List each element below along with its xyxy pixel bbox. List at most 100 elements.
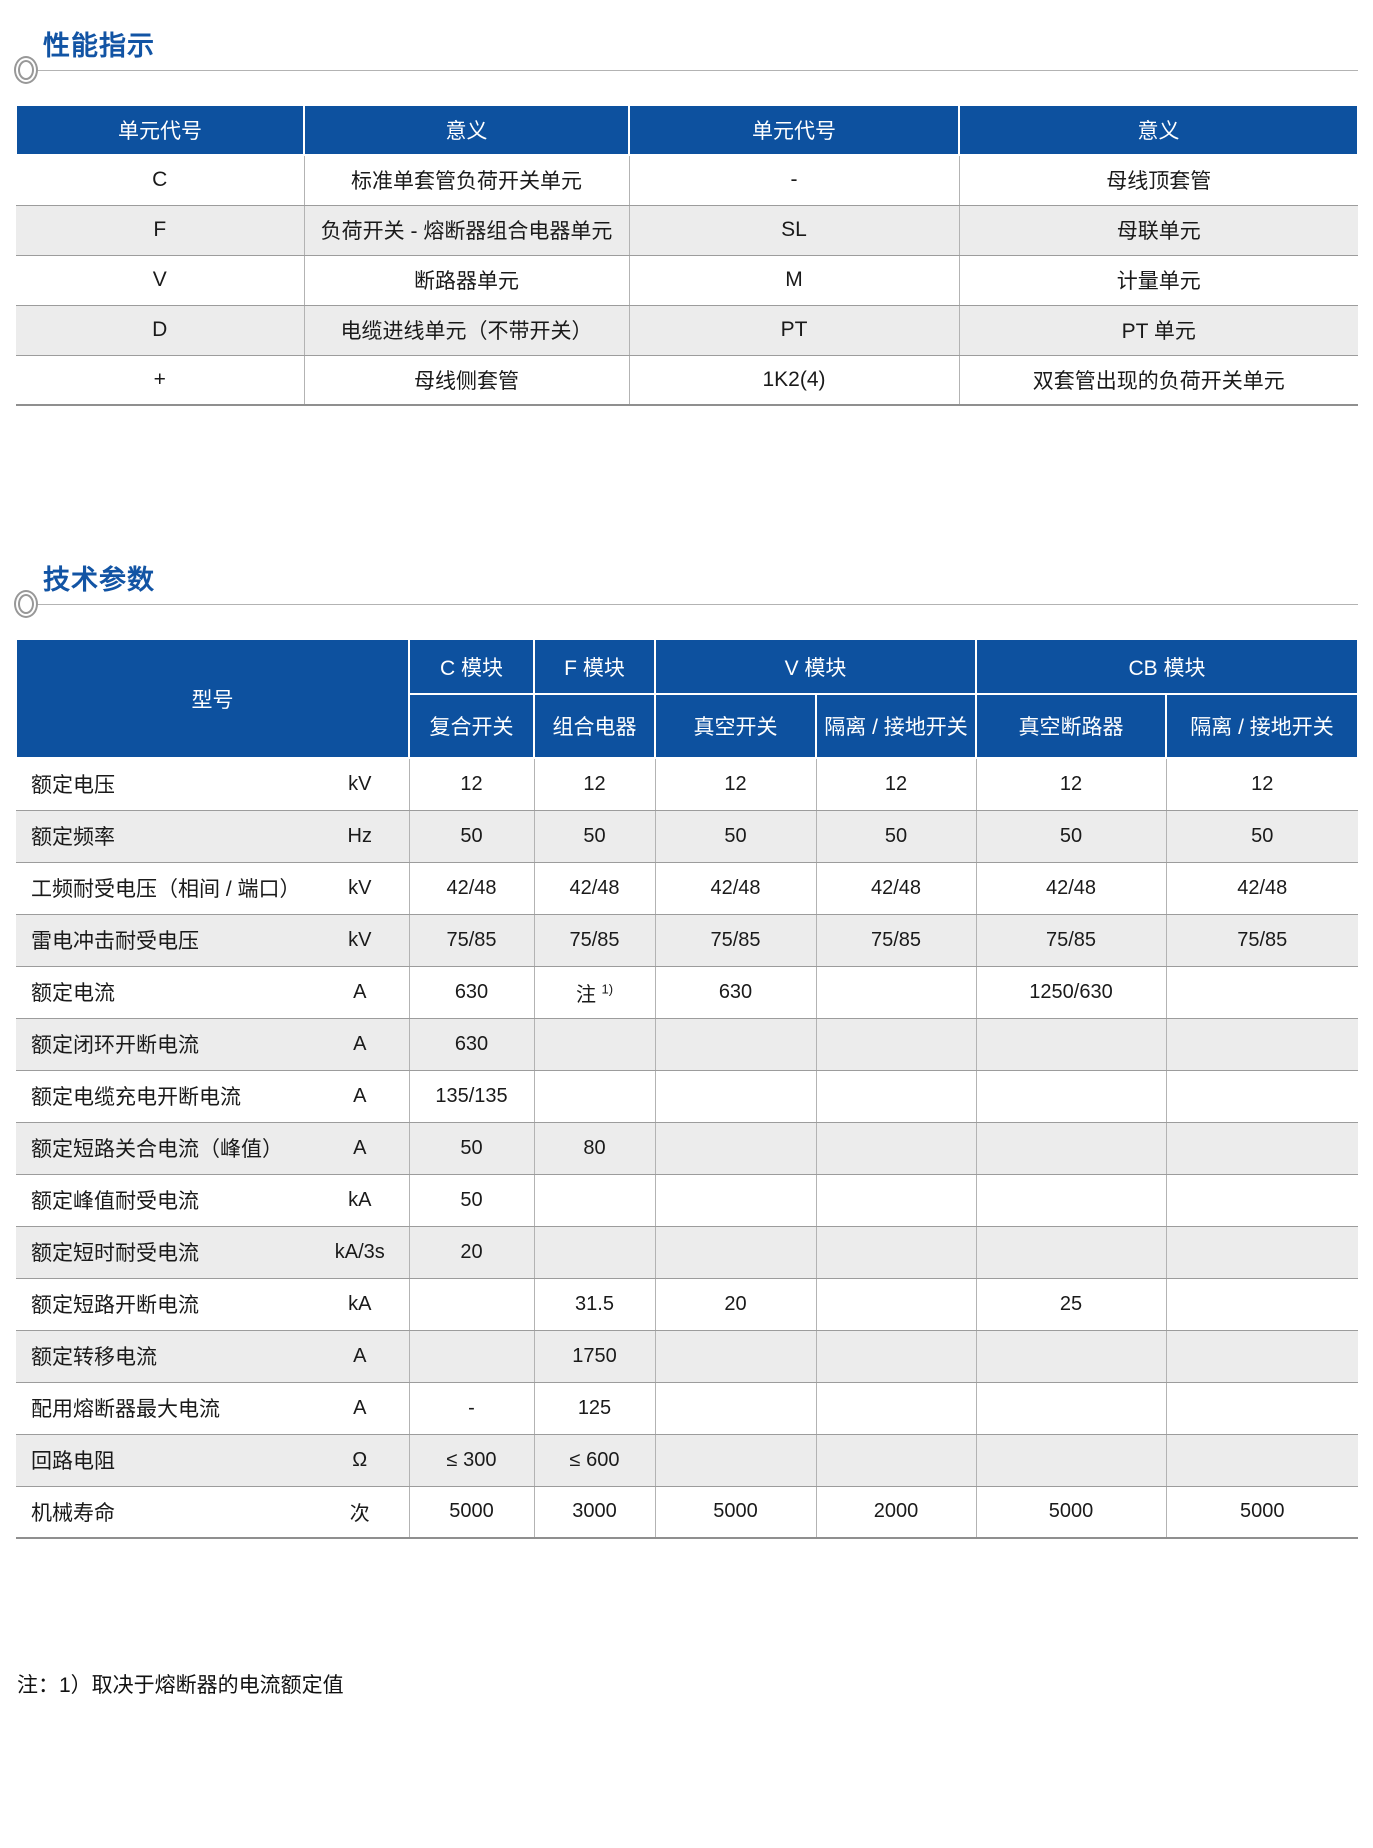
param-value-cell: 42/48	[1166, 862, 1359, 915]
param-value-cell	[655, 1382, 817, 1435]
param-unit-cell: kA/3s	[311, 1226, 410, 1279]
column-header-meaning-1: 意义	[303, 104, 630, 156]
section-performance: 性能指示 单元代号 意义 单元代号 意义 C 标准单套管负荷开关单元 - 母线顶套管 F…	[14, 30, 1359, 406]
table-row: 机械寿命次 5000 3000 5000 2000 5000 5000	[16, 1486, 1359, 1539]
column-header-composite-switch: 复合开关	[408, 693, 535, 759]
param-unit-cell: kA	[311, 1174, 410, 1227]
unit-code-cell: C	[16, 155, 305, 206]
param-value-cell	[655, 1174, 817, 1227]
param-value-cell	[1166, 1382, 1359, 1435]
param-value-cell: 12	[816, 758, 977, 811]
param-value-cell	[655, 1226, 817, 1279]
param-value-cell: 75/85	[816, 914, 977, 967]
meaning-cell: 母线侧套管	[304, 355, 630, 406]
param-value-cell: 3000	[534, 1486, 656, 1539]
table-row: 配用熔断器最大电流 A -125	[16, 1382, 1359, 1435]
param-value-cell	[534, 1226, 656, 1279]
param-value-cell: 12	[1166, 758, 1359, 811]
footnote: 注：1）取决于熔断器的电流额定值	[17, 1674, 344, 1697]
unit-code-cell: -	[629, 155, 960, 206]
column-header-vacuum-circuit-breaker: 真空断路器	[975, 693, 1167, 759]
unit-code-cell: 1K2(4)	[629, 355, 960, 406]
param-unit-cell: Ω	[311, 1434, 410, 1487]
param-value-cell: 50	[409, 1122, 535, 1175]
param-value-cell: 135/135	[409, 1070, 535, 1123]
table-row: 额定峰值耐受电流 kA 50	[16, 1174, 1359, 1227]
section-title-technical: 技术参数	[43, 565, 155, 595]
param-value-cell: 630	[655, 966, 817, 1019]
param-unit-cell: kV	[311, 758, 410, 811]
param-value-cell: 5000	[409, 1486, 535, 1539]
param-name-cell: 额定转移电流	[16, 1330, 311, 1383]
unit-code-cell: M	[629, 255, 960, 306]
table-row: 额定闭环开断电流 A 630	[16, 1018, 1359, 1071]
table-row: 额定短路关合电流（峰值） A 50 80	[16, 1122, 1359, 1175]
param-value-cell	[1166, 966, 1359, 1019]
table-row: 回路电阻 Ω ≤ 300 ≤ 600	[16, 1434, 1359, 1487]
param-unit-cell: kV	[311, 862, 410, 915]
param-value-cell: 125	[534, 1382, 656, 1435]
param-unit-cell: A	[311, 1382, 410, 1435]
param-name-cell: 回路电阻	[16, 1434, 311, 1487]
param-name-cell: 工频耐受电压（相间 / 端口）	[16, 862, 311, 915]
param-value-cell	[976, 1434, 1167, 1487]
param-value-cell: 12	[976, 758, 1167, 811]
param-value-cell: 12	[655, 758, 817, 811]
param-value-cell	[409, 1278, 535, 1331]
param-value-cell	[655, 1070, 817, 1123]
param-value-cell	[655, 1330, 817, 1383]
unit-code-cell: F	[16, 205, 305, 256]
param-value-cell	[816, 1330, 977, 1383]
param-value-cell	[1166, 1330, 1359, 1383]
param-value-cell: 50	[1166, 810, 1359, 863]
param-value-cell	[976, 1070, 1167, 1123]
param-value-cell	[816, 1278, 977, 1331]
param-name-cell: 额定频率	[16, 810, 311, 863]
column-header-model: 型号	[15, 638, 410, 759]
meaning-cell: 双套管出现的负荷开关单元	[959, 355, 1358, 406]
param-unit-cell: Hz	[311, 810, 410, 863]
param-value-cell	[816, 1226, 977, 1279]
param-value-cell	[976, 1330, 1167, 1383]
param-value-cell: 12	[409, 758, 535, 811]
tech-table-sub-header-row: 复合开关 组合电器 真空开关 隔离 / 接地开关 真空断路器 隔离 / 接地开关	[16, 693, 1360, 759]
unit-code-cell: PT	[629, 305, 960, 356]
param-value-cell	[976, 1122, 1167, 1175]
param-unit-cell: kV	[311, 914, 410, 967]
param-value-cell: 50	[409, 1174, 535, 1227]
param-value-cell: 25	[976, 1278, 1167, 1331]
param-value-cell: 50	[534, 810, 656, 863]
param-value-cell: 注 1)	[534, 966, 656, 1019]
param-value-cell: 80	[534, 1122, 656, 1175]
param-value-cell	[816, 1174, 977, 1227]
footnote-reference: 1)	[601, 980, 614, 996]
column-header-module-cb: CB 模块	[974, 638, 1360, 695]
table-row: 雷电冲击耐受电压 kV 75/85 75/85 75/85 75/85 75/85 75/85	[16, 914, 1359, 967]
param-value-cell: ≤ 600	[534, 1434, 656, 1487]
param-unit-cell: A	[311, 966, 410, 1019]
meaning-cell: 断路器单元	[304, 255, 630, 306]
param-unit-cell: 次	[311, 1486, 410, 1539]
param-value-cell: 5000	[655, 1486, 817, 1539]
table-row: 额定电流 A 630 注 1) 630 1250/630	[16, 966, 1359, 1019]
section-divider	[14, 56, 1358, 84]
param-value-cell: 50	[655, 810, 817, 863]
param-value-cell: 75/85	[1166, 914, 1359, 967]
meaning-cell: 母线顶套管	[959, 155, 1358, 206]
column-header-module-f: F 模块	[533, 638, 656, 695]
param-value-cell	[655, 1018, 817, 1071]
unit-code-table: 单元代号 意义 单元代号 意义 C 标准单套管负荷开关单元 - 母线顶套管 F 负荷开关 …	[15, 104, 1359, 406]
param-value-cell: 5000	[976, 1486, 1167, 1539]
param-unit-cell: A	[311, 1330, 410, 1383]
table-row: 额定短时耐受电流 kA/3s 20	[16, 1226, 1359, 1279]
param-value-cell: 42/48	[816, 862, 977, 915]
param-value-cell	[655, 1122, 817, 1175]
param-name-cell: 额定短路关合电流（峰值）	[16, 1122, 311, 1175]
section-title-performance: 性能指示	[43, 31, 155, 61]
param-name-cell: 额定短路开断电流	[16, 1278, 311, 1331]
param-name-cell: 额定峰值耐受电流	[16, 1174, 311, 1227]
param-value-cell: 42/48	[655, 862, 817, 915]
column-header-unit-code-1: 单元代号	[15, 104, 305, 156]
param-value-cell: 75/85	[409, 914, 535, 967]
